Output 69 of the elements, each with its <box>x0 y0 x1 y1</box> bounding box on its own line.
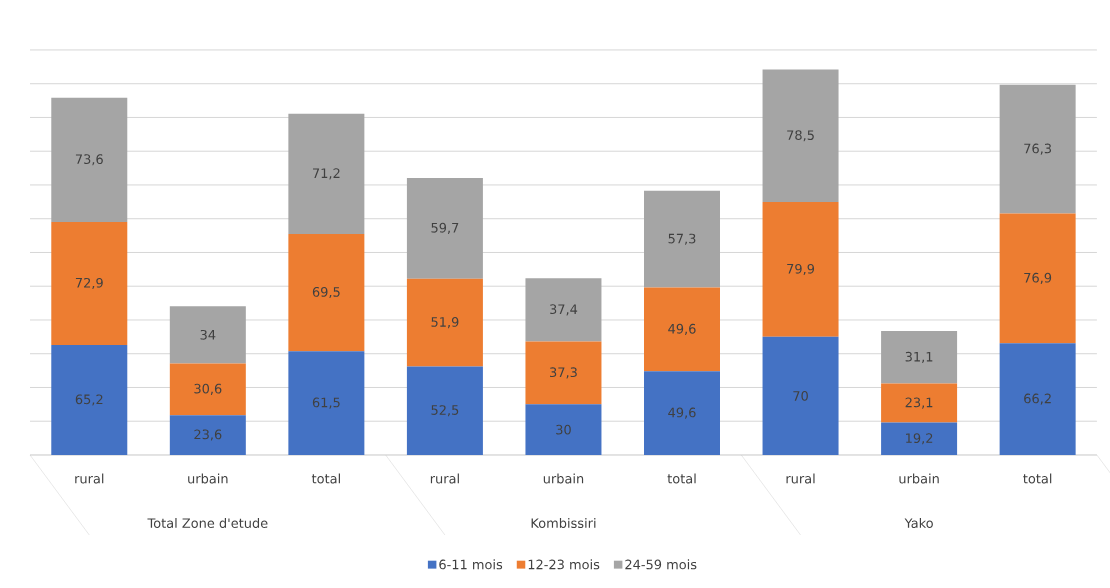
data-label: 49,6 <box>668 407 696 419</box>
data-label: 19,2 <box>906 433 933 445</box>
text: Total Zone d'etude <box>147 517 268 528</box>
bar <box>406 278 483 367</box>
data-label: 23,6 <box>194 429 222 441</box>
bar <box>881 422 958 455</box>
bar <box>762 202 839 337</box>
bar <box>881 331 958 384</box>
data-label: 73,6 <box>75 154 103 166</box>
text: Yako <box>904 517 933 528</box>
bar <box>762 69 839 203</box>
bar <box>169 306 246 364</box>
bar <box>288 233 365 352</box>
data-label: 57,3 <box>668 233 696 245</box>
bar <box>169 415 246 455</box>
bar <box>525 278 602 342</box>
data-label: 37,4 <box>550 304 578 316</box>
legend-label: 24-59 mois <box>625 559 697 570</box>
data-label: 23,1 <box>905 397 933 409</box>
bar <box>406 366 483 455</box>
bar <box>51 97 128 222</box>
data-label: 31,1 <box>905 351 933 363</box>
data-label: 52,5 <box>431 405 459 417</box>
data-label: 72,9 <box>75 277 103 289</box>
bar <box>881 383 958 423</box>
bar <box>288 113 365 234</box>
data-label: 76,3 <box>1024 143 1052 155</box>
x-tick-label: rural <box>75 473 104 484</box>
data-label: 59,7 <box>431 222 459 234</box>
data-label: 37,3 <box>550 367 577 379</box>
data-label: 30,6 <box>194 383 222 395</box>
x-tick-label: urbain <box>188 473 228 484</box>
data-label: 65,2 <box>75 394 103 406</box>
data-label: 78,5 <box>787 130 814 142</box>
bar <box>288 351 365 455</box>
x-tick-label: urbain <box>543 473 584 484</box>
bar <box>762 336 839 455</box>
bar <box>999 84 1076 214</box>
data-label: 79,9 <box>787 263 815 275</box>
data-label: 34 <box>200 329 216 340</box>
x-tick-label: rural <box>430 473 459 484</box>
data-label: 51,9 <box>431 317 459 329</box>
x-tick-label: total <box>311 473 340 484</box>
bar <box>644 287 720 372</box>
bar <box>51 344 128 455</box>
bar <box>999 343 1076 455</box>
bar <box>525 404 602 455</box>
bar <box>51 221 128 345</box>
data-label: 69,5 <box>312 286 340 299</box>
legend-label: 6-11 mois <box>439 559 503 570</box>
bar <box>999 213 1076 344</box>
data-label: 71,2 <box>313 168 340 180</box>
data-label: 61,5 <box>312 397 340 409</box>
x-tick-label: total <box>667 473 696 484</box>
bar <box>525 341 602 405</box>
data-label: 49,6 <box>668 323 696 335</box>
bar <box>644 371 720 455</box>
data-label: 30 <box>556 424 571 435</box>
bar <box>169 363 246 416</box>
x-tick-label: urbain <box>899 473 939 484</box>
data-label: 76,9 <box>1024 272 1052 284</box>
data-label: 70 <box>793 391 808 401</box>
text: Kombissiri <box>531 517 596 528</box>
bar <box>644 190 720 288</box>
bar <box>406 178 483 279</box>
x-tick-label: rural <box>786 473 815 484</box>
x-tick-label: total <box>1023 473 1052 484</box>
legend-label: 12-23 mois <box>528 559 600 570</box>
data-label: 66,2 <box>1024 393 1051 405</box>
